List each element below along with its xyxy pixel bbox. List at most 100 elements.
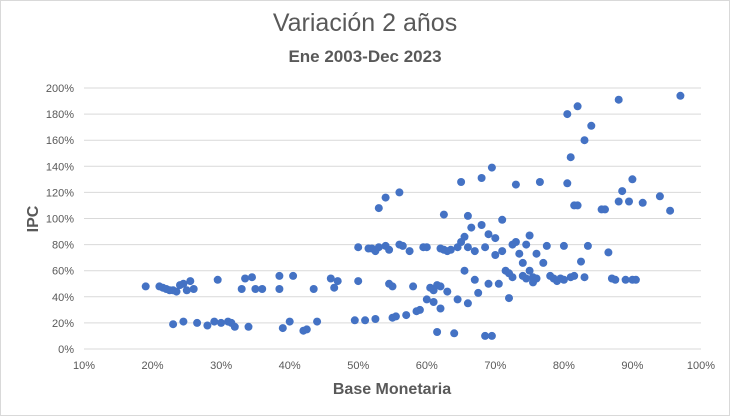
data-point [621,275,630,284]
data-point [374,204,383,213]
data-point [381,193,390,202]
data-point [460,266,469,275]
data-point [350,316,359,325]
data-point [614,95,623,104]
data-point [186,277,195,286]
data-point [248,273,256,282]
data-point [563,179,572,188]
x-axis-title: Base Monetaria [333,381,451,398]
data-point [251,285,260,293]
data-point [275,285,284,293]
x-tick-label: 60% [416,360,438,372]
data-point [371,315,380,323]
data-point [446,245,455,254]
data-point [402,311,411,320]
data-point [625,197,633,206]
data-point [313,317,322,326]
data-point [460,232,469,241]
data-point [481,331,490,340]
data-point [515,249,524,258]
data-point [477,221,486,229]
data-point [655,192,664,201]
data-point [244,322,253,331]
data-point [237,285,246,293]
data-point [604,248,613,257]
y-tick-label: 60% [52,266,74,278]
data-point [494,279,503,288]
data-point [275,271,284,280]
data-point [457,178,466,186]
data-point [570,271,579,280]
data-point [559,241,568,250]
data-point [210,317,219,326]
data-point [179,279,188,288]
data-point [467,223,476,232]
data-point [583,241,592,250]
gridlines [84,87,701,350]
data-point [470,247,479,256]
data-point [535,178,544,186]
data-point [398,241,407,250]
data-point [573,201,582,210]
data-point [470,275,479,284]
data-point [422,295,431,304]
data-point [405,247,414,256]
data-point [618,187,627,196]
data-point [278,324,287,333]
data-point [333,277,342,286]
data-point [354,243,363,252]
data-point [498,247,507,256]
data-point [309,285,318,293]
data-point [532,274,541,283]
data-point [563,110,572,119]
data-point [374,243,383,252]
data-point [391,312,400,321]
x-tick-label: 30% [210,360,232,372]
data-point [189,285,198,293]
y-tick-label: 140% [46,161,74,173]
data-point [511,238,520,246]
data-point [522,274,531,283]
data-point [539,258,548,267]
data-point [436,282,445,291]
data-point [532,249,541,258]
data-point [436,304,445,313]
data-point [415,305,424,314]
data-point [258,285,267,293]
x-tick-label: 10% [73,360,95,372]
data-point [429,298,438,306]
data-point [388,282,397,291]
x-tick-label: 70% [484,360,506,372]
data-point [179,317,188,326]
y-tick-label: 100% [46,214,74,226]
data-point [395,188,404,197]
data-point [422,243,431,252]
data-point [172,287,181,296]
data-point [587,121,596,130]
data-point [525,231,534,240]
data-point [213,275,222,284]
data-point [385,245,394,254]
data-points [141,91,685,340]
data-point [193,318,202,327]
x-tick-label: 50% [347,360,369,372]
y-tick-label: 180% [46,109,74,121]
data-point [326,274,335,283]
data-point [491,234,500,243]
data-point [631,275,640,284]
y-tick-label: 160% [46,135,74,147]
data-point [361,316,370,325]
data-point [354,277,363,286]
data-point [484,279,493,288]
data-point [477,174,486,182]
data-point [439,210,448,219]
data-point [580,273,589,282]
data-point [498,215,507,224]
data-point [285,317,294,326]
data-point [487,163,496,172]
data-point [182,286,191,295]
y-tick-label: 120% [46,187,74,199]
data-point [511,180,520,189]
data-point [330,283,339,292]
